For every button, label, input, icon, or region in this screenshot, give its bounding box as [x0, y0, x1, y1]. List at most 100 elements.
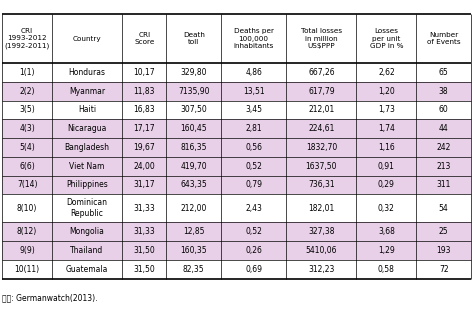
Text: 2(2): 2(2) [19, 87, 35, 96]
Bar [2, 157, 471, 175]
Text: 1,74: 1,74 [378, 124, 395, 133]
Bar [2, 260, 471, 279]
Text: 12,85: 12,85 [183, 227, 204, 236]
Text: 65: 65 [439, 68, 448, 77]
Text: 327,38: 327,38 [308, 227, 335, 236]
Text: 17,17: 17,17 [134, 124, 155, 133]
Text: 8(10): 8(10) [17, 204, 37, 213]
Text: 0,52: 0,52 [245, 227, 262, 236]
Text: 24,00: 24,00 [134, 162, 155, 171]
Text: 0,79: 0,79 [245, 180, 262, 189]
Text: 224,61: 224,61 [308, 124, 335, 133]
Text: 3,45: 3,45 [245, 106, 262, 114]
Text: Viet Nam: Viet Nam [69, 162, 105, 171]
Text: 38: 38 [439, 87, 448, 96]
Text: 8(12): 8(12) [17, 227, 37, 236]
Bar [2, 119, 471, 138]
Text: Nicaragua: Nicaragua [67, 124, 107, 133]
Text: 5410,06: 5410,06 [305, 246, 337, 255]
Text: CRI
Score: CRI Score [134, 32, 154, 45]
Text: 312,23: 312,23 [308, 265, 335, 274]
Text: 54: 54 [439, 204, 448, 213]
Text: 0,56: 0,56 [245, 143, 262, 152]
Text: 193: 193 [437, 246, 451, 255]
Text: 1,16: 1,16 [378, 143, 395, 152]
Bar [2, 175, 471, 194]
Text: 31,33: 31,33 [134, 204, 155, 213]
Text: Total losses
in million
US$PPP: Total losses in million US$PPP [301, 28, 342, 49]
Text: 0,58: 0,58 [378, 265, 395, 274]
Text: 2,81: 2,81 [245, 124, 262, 133]
Text: 31,50: 31,50 [134, 265, 155, 274]
Text: 10,17: 10,17 [134, 68, 155, 77]
Text: 1637,50: 1637,50 [305, 162, 337, 171]
Text: Myanmar: Myanmar [69, 87, 105, 96]
Text: 307,50: 307,50 [180, 106, 207, 114]
Text: 31,33: 31,33 [134, 227, 155, 236]
Bar [2, 241, 471, 260]
Text: 816,35: 816,35 [180, 143, 207, 152]
Bar [2, 82, 471, 100]
Text: 0,26: 0,26 [245, 246, 262, 255]
Text: Deaths per
100,000
inhabitants: Deaths per 100,000 inhabitants [234, 28, 274, 49]
Bar [2, 14, 471, 63]
Text: 667,26: 667,26 [308, 68, 335, 77]
Text: Death
toll: Death toll [183, 32, 205, 45]
Text: 0,29: 0,29 [378, 180, 395, 189]
Text: 60: 60 [439, 106, 448, 114]
Text: 0,91: 0,91 [378, 162, 395, 171]
Text: 11,83: 11,83 [134, 87, 155, 96]
Text: Losses
per unit
GDP in %: Losses per unit GDP in % [370, 28, 403, 49]
Text: 31,17: 31,17 [134, 180, 155, 189]
Bar [2, 222, 471, 241]
Text: Thailand: Thailand [70, 246, 104, 255]
Text: 736,31: 736,31 [308, 180, 335, 189]
Text: Haiti: Haiti [78, 106, 96, 114]
Text: 82,35: 82,35 [183, 265, 204, 274]
Text: 10(11): 10(11) [15, 265, 40, 274]
Text: 311: 311 [437, 180, 451, 189]
Text: 25: 25 [439, 227, 448, 236]
Text: Bangladesh: Bangladesh [65, 143, 110, 152]
Text: 160,45: 160,45 [180, 124, 207, 133]
Text: 0,52: 0,52 [245, 162, 262, 171]
Text: Country: Country [73, 36, 101, 42]
Text: 242: 242 [437, 143, 451, 152]
Bar [2, 100, 471, 119]
Text: 자료: Germanwatch(2013).: 자료: Germanwatch(2013). [2, 293, 98, 302]
Text: 7(14): 7(14) [17, 180, 37, 189]
Text: 213: 213 [437, 162, 451, 171]
Text: Dominican
Republic: Dominican Republic [67, 198, 108, 219]
Text: 212,01: 212,01 [308, 106, 335, 114]
Text: 3(5): 3(5) [19, 106, 35, 114]
Text: Philippines: Philippines [66, 180, 108, 189]
Text: Guatemala: Guatemala [66, 265, 108, 274]
Text: 9(9): 9(9) [19, 246, 35, 255]
Text: 19,67: 19,67 [134, 143, 155, 152]
Text: 0,32: 0,32 [378, 204, 395, 213]
Text: Honduras: Honduras [68, 68, 105, 77]
Text: 31,50: 31,50 [134, 246, 155, 255]
Text: 72: 72 [439, 265, 448, 274]
Bar [2, 138, 471, 157]
Bar [2, 63, 471, 82]
Text: 1,29: 1,29 [378, 246, 395, 255]
Text: CRI
1993-2012
(1992-2011): CRI 1993-2012 (1992-2011) [4, 28, 50, 49]
Text: 160,35: 160,35 [180, 246, 207, 255]
Text: 1832,70: 1832,70 [306, 143, 337, 152]
Text: 329,80: 329,80 [180, 68, 207, 77]
Text: 212,00: 212,00 [181, 204, 207, 213]
Text: 617,79: 617,79 [308, 87, 335, 96]
Text: 5(4): 5(4) [19, 143, 35, 152]
Text: 1(1): 1(1) [19, 68, 35, 77]
Text: 1,20: 1,20 [378, 87, 395, 96]
Text: 44: 44 [439, 124, 448, 133]
Text: 3,68: 3,68 [378, 227, 395, 236]
Text: 4,86: 4,86 [245, 68, 262, 77]
Text: 6(6): 6(6) [19, 162, 35, 171]
Text: 7135,90: 7135,90 [178, 87, 210, 96]
Text: 2,43: 2,43 [245, 204, 262, 213]
Text: 2,62: 2,62 [378, 68, 395, 77]
Text: 643,35: 643,35 [180, 180, 207, 189]
Text: 16,83: 16,83 [134, 106, 155, 114]
